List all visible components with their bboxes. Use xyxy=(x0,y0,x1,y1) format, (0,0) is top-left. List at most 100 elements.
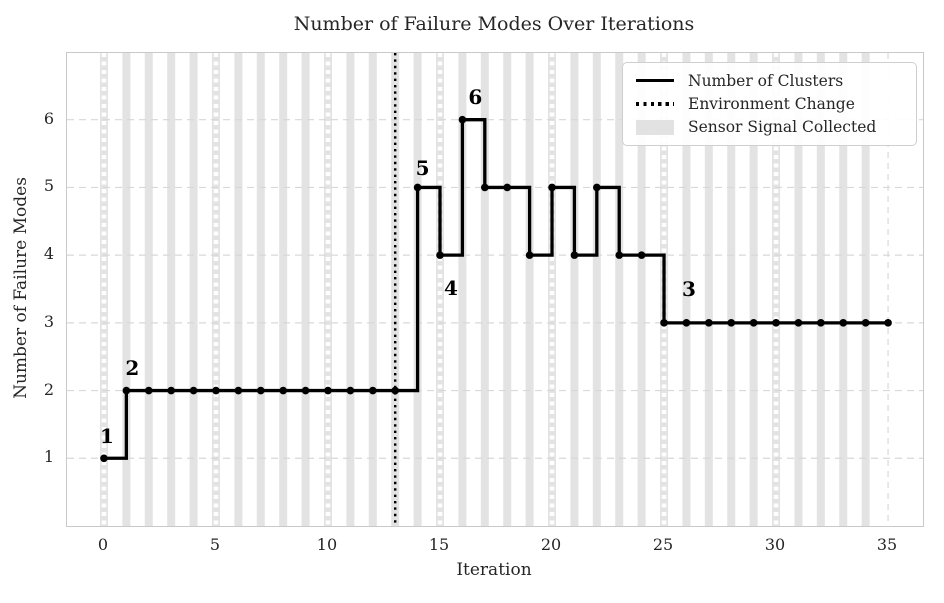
dotted-line-icon xyxy=(636,102,674,106)
data-point-marker xyxy=(346,386,355,395)
sensor-bar xyxy=(525,53,534,526)
annotation-3: 3 xyxy=(682,276,696,301)
sensor-bar xyxy=(503,53,512,526)
y-tick-label: 4 xyxy=(43,244,54,264)
sensor-bar xyxy=(772,53,781,526)
data-point-marker xyxy=(884,319,892,327)
sensor-bar xyxy=(122,53,131,526)
x-tick-label: 0 xyxy=(97,535,109,554)
data-point-marker xyxy=(189,386,198,395)
data-point-marker xyxy=(749,319,758,327)
y-tick-label: 5 xyxy=(43,176,54,196)
data-point-marker xyxy=(727,319,736,327)
annotation-2: 2 xyxy=(125,355,140,380)
sensor-bar xyxy=(368,53,377,526)
legend-label: Environment Change xyxy=(688,94,855,113)
data-point-marker xyxy=(682,319,691,327)
annotation-5: 5 xyxy=(415,156,430,181)
sensor-bar xyxy=(637,53,646,526)
data-point-marker xyxy=(368,386,377,395)
x-axis-label: Iteration xyxy=(456,560,532,580)
data-point-marker xyxy=(817,319,825,327)
sensor-bar xyxy=(727,53,736,526)
x-tick-label: 5 xyxy=(209,535,221,554)
data-point-marker xyxy=(234,386,243,395)
sensor-bar xyxy=(323,53,332,526)
sensor-bar xyxy=(615,53,624,526)
data-point-marker xyxy=(593,183,601,192)
solid-line-icon xyxy=(636,79,674,83)
legend-item-environment-change: Environment Change xyxy=(636,92,906,115)
sensor-bar xyxy=(816,53,825,526)
legend: Number of Clusters Environment Change Se… xyxy=(622,62,917,146)
data-point-marker xyxy=(570,251,579,259)
data-point-marker xyxy=(525,251,534,259)
sensor-bar xyxy=(234,53,243,526)
y-tick-label: 1 xyxy=(43,447,54,467)
y-tick-label: 3 xyxy=(43,311,54,331)
data-point-marker xyxy=(615,251,624,259)
x-tick-label: 15 xyxy=(428,535,450,554)
x-tick-label: 10 xyxy=(316,535,338,554)
sensor-bar xyxy=(279,53,288,526)
x-tick-label: 25 xyxy=(652,535,674,554)
sensor-bar xyxy=(839,53,848,526)
sensor-bar xyxy=(189,53,198,526)
data-point-marker xyxy=(637,251,646,259)
data-point-marker xyxy=(256,386,265,395)
legend-label: Sensor Signal Collected xyxy=(688,118,877,137)
x-tick-label: 30 xyxy=(764,535,786,554)
x-tick-label: 20 xyxy=(540,535,562,554)
sensor-bar xyxy=(99,53,108,526)
data-point-marker xyxy=(167,386,175,395)
step-line xyxy=(103,118,889,460)
sensor-bar xyxy=(144,53,153,526)
data-point-marker xyxy=(660,319,668,327)
data-point-marker xyxy=(301,386,310,395)
sensor-bar xyxy=(749,53,758,526)
sensor-bar xyxy=(704,53,713,526)
x-tick-label: 35 xyxy=(876,535,898,554)
gray-patch-icon xyxy=(636,119,674,135)
annotation-1: 1 xyxy=(99,424,114,449)
legend-swatch-cell xyxy=(636,79,674,83)
data-point-marker xyxy=(705,319,713,327)
data-point-marker xyxy=(279,386,287,395)
sensor-bar xyxy=(682,53,691,526)
sensor-bar xyxy=(548,53,557,526)
legend-item-number-of-clusters: Number of Clusters xyxy=(636,69,906,92)
data-point-marker xyxy=(772,319,780,327)
y-tick-label: 2 xyxy=(43,379,54,399)
sensor-bar xyxy=(346,53,355,526)
data-point-marker xyxy=(413,183,422,192)
legend-swatch-cell xyxy=(636,119,674,135)
sensor-bar xyxy=(301,53,310,526)
chart-title: Number of Failure Modes Over Iterations xyxy=(293,13,695,35)
data-point-marker xyxy=(861,319,870,327)
data-point-marker xyxy=(324,386,332,395)
sensor-bar xyxy=(211,53,220,526)
sensor-bar xyxy=(861,53,870,526)
data-point-marker xyxy=(839,319,848,327)
sensor-bar xyxy=(391,53,400,526)
sensor-bar xyxy=(794,53,803,526)
sensor-bar xyxy=(458,53,467,526)
sensor-bar xyxy=(256,53,265,526)
sensor-bar xyxy=(592,53,601,526)
data-point-marker xyxy=(458,115,467,124)
data-point-marker xyxy=(212,386,220,395)
sensor-bar xyxy=(570,53,579,526)
sensor-bar xyxy=(480,53,489,526)
sensor-bar xyxy=(436,53,445,526)
annotation-6: 6 xyxy=(468,84,483,109)
data-point-marker xyxy=(144,386,153,395)
data-point-marker xyxy=(481,183,489,192)
legend-swatch-cell xyxy=(636,102,674,106)
data-point-marker xyxy=(391,386,399,395)
data-point-marker xyxy=(122,386,131,395)
legend-label: Number of Clusters xyxy=(688,71,844,90)
data-point-marker xyxy=(503,183,512,192)
legend-item-sensor-signal-collected: Sensor Signal Collected xyxy=(636,116,906,139)
data-point-marker xyxy=(100,454,108,463)
